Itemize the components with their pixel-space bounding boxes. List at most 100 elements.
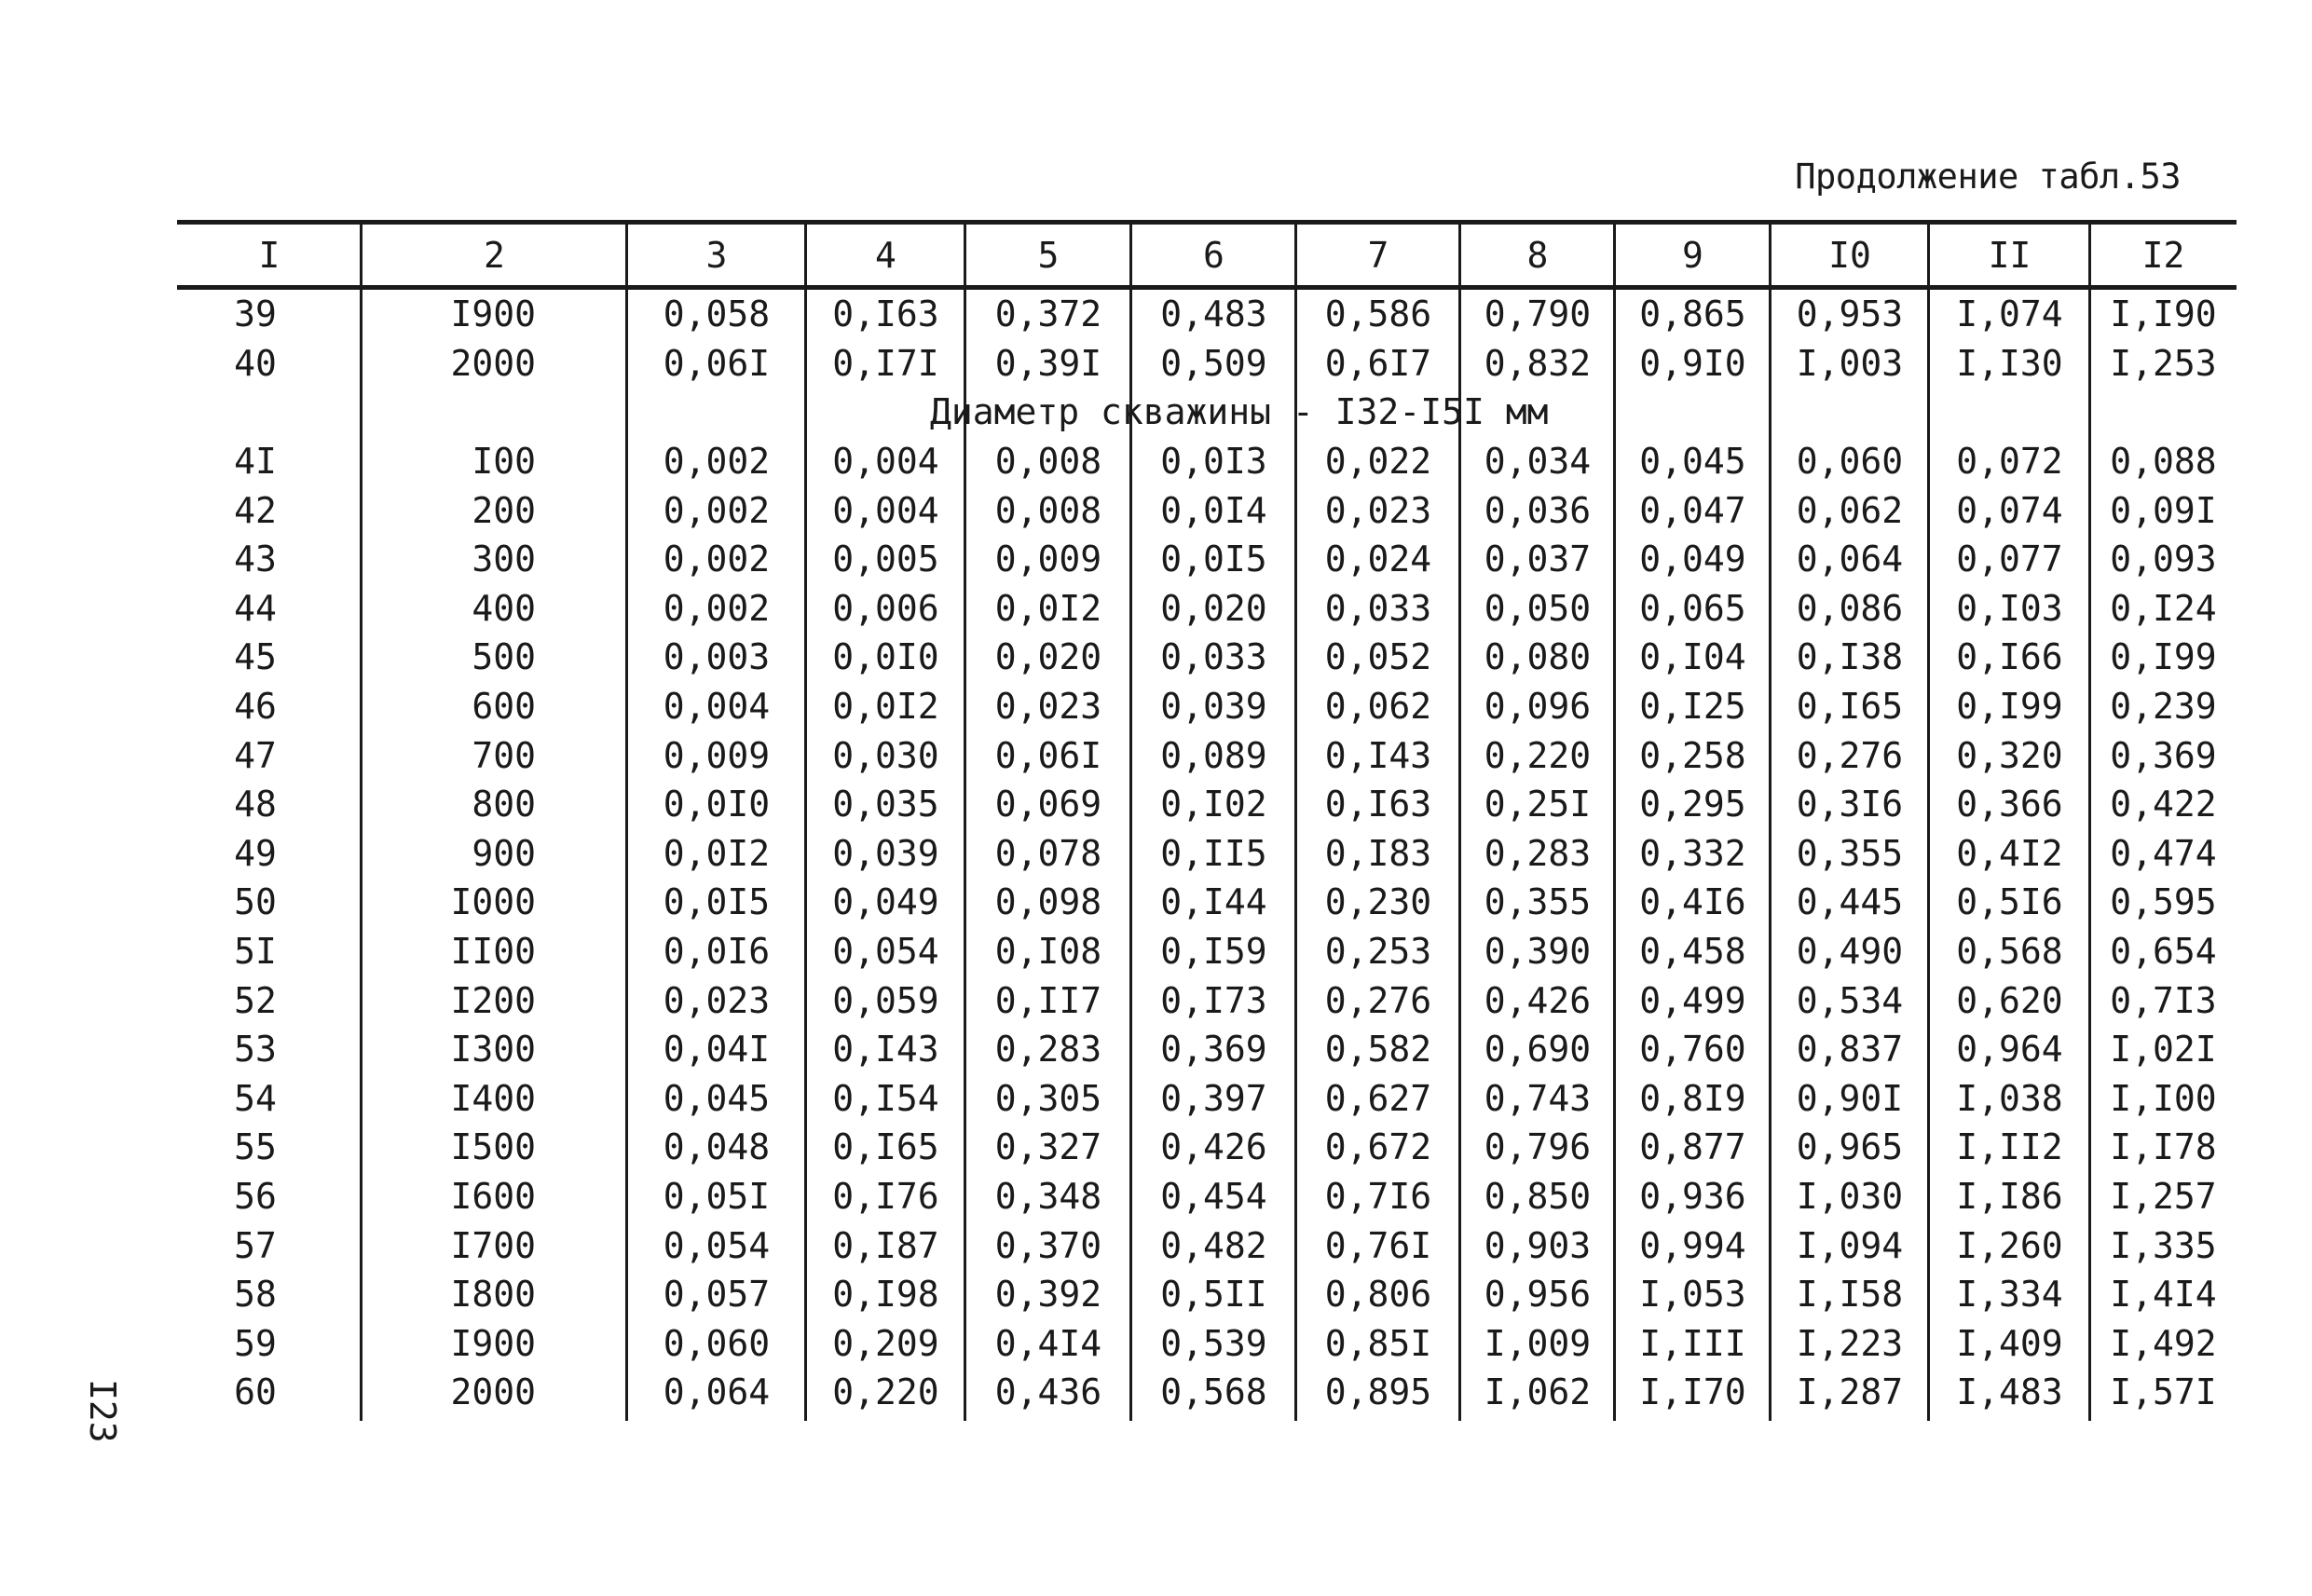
depth-cell: I900 <box>450 293 536 335</box>
depth-cell: 900 <box>472 832 536 874</box>
value-cell: 0,76I <box>1324 1224 1432 1266</box>
value-cell: 0,953 <box>1796 293 1904 335</box>
value-cell: 0,054 <box>663 1224 771 1266</box>
value-cell: 0,060 <box>1796 441 1904 483</box>
table-row: 60 2000 0,064 0,220 0,436 0,568 0,895 I,062 I,I7… <box>177 1368 2237 1417</box>
depth-cell: I300 <box>450 1029 536 1071</box>
depth-cell: 200 <box>472 489 536 531</box>
row-number-cell: 55 <box>234 1126 277 1168</box>
value-cell: 0,276 <box>1324 979 1432 1021</box>
column-separator <box>2088 224 2091 1421</box>
value-cell: 0,004 <box>832 489 939 531</box>
value-cell: I,094 <box>1796 1224 1904 1266</box>
value-cell: 0,276 <box>1796 734 1904 776</box>
value-cell: 0,002 <box>663 587 771 629</box>
column-header: II <box>1988 234 2032 276</box>
value-cell: 0,004 <box>663 686 771 728</box>
table-row: 43 300 0,002 0,005 0,009 0,0I5 0,024 0,037 0,049… <box>177 535 2237 584</box>
column-header: 6 <box>1203 234 1224 276</box>
value-cell: 0,089 <box>1160 734 1267 776</box>
value-cell: 0,209 <box>832 1322 939 1364</box>
column-header: I <box>258 234 280 276</box>
value-cell: 0,058 <box>663 293 771 335</box>
value-cell: 0,023 <box>1324 489 1432 531</box>
value-cell: 0,052 <box>1324 636 1432 678</box>
value-cell: 0,037 <box>1484 539 1592 580</box>
value-cell: 0,355 <box>1796 832 1904 874</box>
value-cell: I,483 <box>1956 1371 2063 1413</box>
value-cell: 0,088 <box>2110 441 2217 483</box>
value-cell: 0,II7 <box>994 979 1102 1021</box>
data-table: I 2 3 4 5 6 7 8 9 I0 II I2 39 I900 0,058 0,… <box>177 220 2237 1417</box>
depth-cell: I500 <box>450 1126 536 1168</box>
value-cell: 0,005 <box>832 539 939 580</box>
table-row: 59 I900 0,060 0,209 0,4I4 0,539 0,85I I,009 I,II… <box>177 1318 2237 1368</box>
value-cell: 0,865 <box>1639 293 1746 335</box>
column-header: I2 <box>2141 234 2185 276</box>
value-cell: 0,05I <box>663 1175 771 1217</box>
group-heading-row: Диаметр скважины - I32-I5I мм <box>177 388 2237 437</box>
depth-cell: 300 <box>472 539 536 580</box>
value-cell: 0,04I <box>663 1029 771 1071</box>
value-cell: I,260 <box>1956 1224 2063 1266</box>
value-cell: 0,0I0 <box>832 636 939 678</box>
column-header: 2 <box>484 234 505 276</box>
table-row: 4I I00 0,002 0,004 0,008 0,0I3 0,022 0,034 0,045… <box>177 437 2237 486</box>
group-heading: Диаметр скважины - I32-I5I мм <box>930 391 1549 433</box>
value-cell: 0,II5 <box>1160 832 1267 874</box>
value-cell: 0,006 <box>832 587 939 629</box>
row-number-cell: 39 <box>234 293 277 335</box>
column-header: 4 <box>875 234 896 276</box>
value-cell: 0,072 <box>1956 441 2063 483</box>
value-cell: 0,369 <box>2110 734 2217 776</box>
row-number-cell: 59 <box>234 1322 277 1364</box>
value-cell: 0,956 <box>1484 1274 1592 1316</box>
value-cell: 0,009 <box>994 539 1102 580</box>
value-cell: I,I78 <box>2110 1126 2217 1168</box>
value-cell: 0,283 <box>1484 832 1592 874</box>
value-cell: 0,062 <box>1324 686 1432 728</box>
column-header: 5 <box>1037 234 1060 276</box>
value-cell: 0,5I6 <box>1956 881 2063 923</box>
value-cell: 0,0I5 <box>663 881 771 923</box>
value-cell: 0,483 <box>1160 293 1267 335</box>
value-cell: 0,009 <box>663 734 771 776</box>
value-cell: 0,832 <box>1484 342 1592 384</box>
value-cell: 0,90I <box>1796 1077 1904 1119</box>
table-row: 42 200 0,002 0,004 0,008 0,0I4 0,023 0,036 0,047… <box>177 485 2237 535</box>
value-cell: 0,936 <box>1639 1175 1746 1217</box>
column-header: 7 <box>1367 234 1389 276</box>
depth-cell: II00 <box>450 931 536 973</box>
value-cell: 0,045 <box>1639 441 1746 483</box>
value-cell: I,III <box>1639 1322 1746 1364</box>
value-cell: I,038 <box>1956 1077 2063 1119</box>
value-cell: 0,436 <box>994 1371 1102 1413</box>
value-cell: 0,327 <box>994 1126 1102 1168</box>
value-cell: 0,627 <box>1324 1077 1432 1119</box>
value-cell: 0,0I2 <box>663 832 771 874</box>
depth-cell: I000 <box>450 881 536 923</box>
value-cell: 0,0I4 <box>1160 489 1267 531</box>
value-cell: 0,426 <box>1160 1126 1267 1168</box>
value-cell: 0,034 <box>1484 441 1592 483</box>
value-cell: 0,4I6 <box>1639 881 1746 923</box>
page-number: I23 <box>82 1379 123 1443</box>
value-cell: 0,534 <box>1796 979 1904 1021</box>
value-cell: 0,877 <box>1639 1126 1746 1168</box>
table-row: 57 I700 0,054 0,I87 0,370 0,482 0,76I 0,903 0,99… <box>177 1221 2237 1270</box>
value-cell: 0,499 <box>1639 979 1746 1021</box>
value-cell: I,I00 <box>2110 1077 2217 1119</box>
value-cell: 0,586 <box>1324 293 1432 335</box>
depth-cell: I900 <box>450 1322 536 1364</box>
value-cell: I,287 <box>1796 1371 1904 1413</box>
value-cell: I,030 <box>1796 1175 1904 1217</box>
value-cell: 0,672 <box>1324 1126 1432 1168</box>
table-row: 46 600 0,004 0,0I2 0,023 0,039 0,062 0,096 0,I25… <box>177 682 2237 731</box>
value-cell: 0,895 <box>1324 1371 1432 1413</box>
value-cell: 0,837 <box>1796 1029 1904 1071</box>
value-cell: 0,024 <box>1324 539 1432 580</box>
value-cell: 0,230 <box>1324 881 1432 923</box>
table-row: 44 400 0,002 0,006 0,0I2 0,020 0,033 0,050 0,065… <box>177 584 2237 634</box>
value-cell: 0,220 <box>1484 734 1592 776</box>
value-cell: 0,002 <box>663 441 771 483</box>
